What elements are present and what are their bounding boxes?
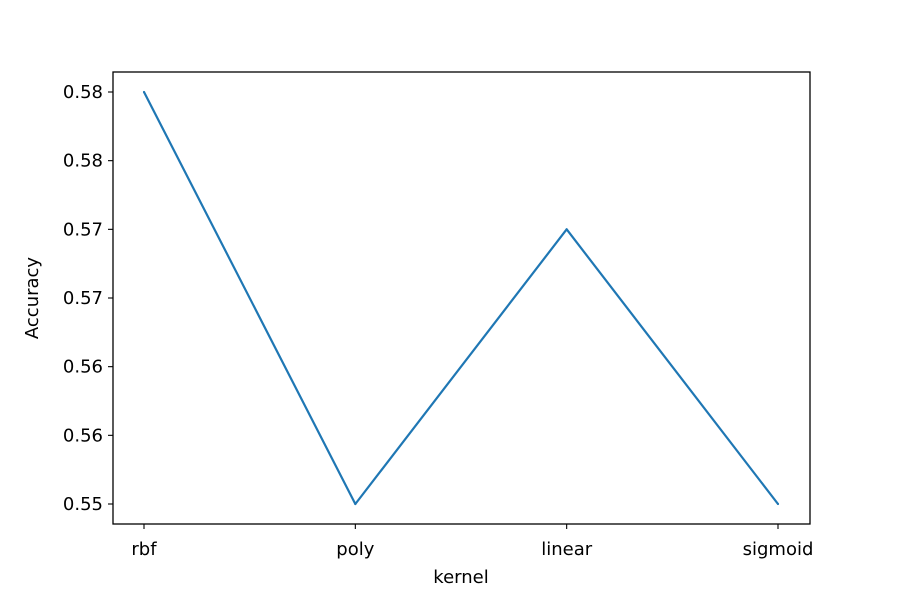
y-axis-label: Accuracy [22, 257, 43, 340]
data-point [142, 90, 146, 94]
x-tick-label: poly [336, 539, 374, 560]
y-tick-label: 0.56 [63, 425, 103, 446]
y-tick-label: 0.56 [63, 357, 103, 378]
data-point [565, 228, 568, 231]
x-tick-label: rbf [131, 539, 157, 560]
x-axis: rbf poly linear sigmoid [131, 524, 813, 560]
y-tick-label: 0.55 [63, 494, 103, 515]
y-tick-label: 0.57 [63, 219, 103, 240]
data-point [776, 502, 780, 506]
series-layer [142, 90, 780, 506]
x-tick-label: sigmoid [743, 539, 814, 560]
x-tick-label: linear [541, 539, 593, 560]
data-point [354, 502, 357, 506]
plot-area [113, 72, 810, 524]
y-tick-label: 0.58 [63, 151, 103, 172]
y-tick-label: 0.57 [63, 288, 103, 309]
series-line [143, 91, 779, 506]
y-tick-label: 0.58 [63, 82, 103, 103]
x-axis-label: kernel [433, 567, 488, 588]
y-axis: 0.55 0.56 0.56 0.57 0.57 0.58 0.58 [63, 82, 113, 515]
